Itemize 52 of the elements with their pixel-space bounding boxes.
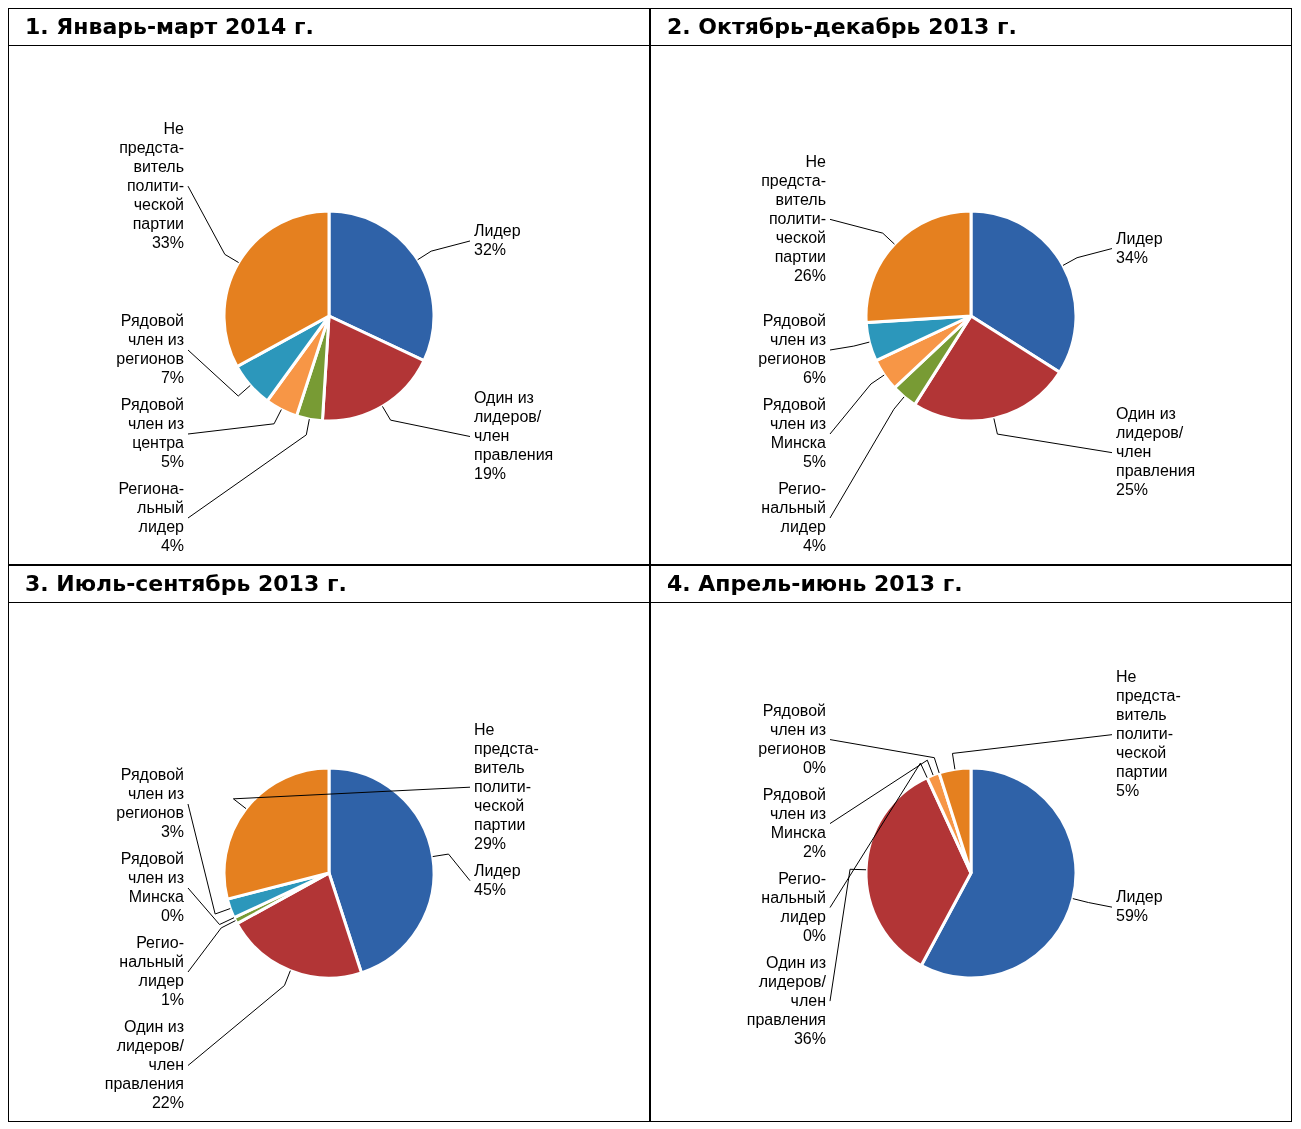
data-label: 29% [474, 834, 507, 852]
data-label: 32% [474, 240, 507, 258]
slice-label: Рядовой член из регионов [116, 766, 184, 821]
data-label: 3% [160, 823, 184, 840]
data-label: 1% [160, 991, 184, 1008]
slice-label: Рядовой член из регионов [116, 312, 184, 367]
slice-label: Один из лидеров/ член правления [104, 1018, 185, 1092]
slice-label: Рядовой член из регионов [758, 312, 826, 367]
slice-label: Рядовой член из Минска [762, 396, 827, 451]
text: 0% [802, 758, 826, 776]
slice-label: Не предста- витель полити- ческой партии [761, 152, 827, 265]
slice-label: Один из лидеров/ член правления [746, 953, 827, 1028]
chart-title: 4. Апрель-июнь 2013 г. [651, 566, 1291, 603]
data-label: 5% [802, 453, 826, 470]
slice-label: Регио- нальный лидер [119, 934, 185, 989]
data-label: 19% [474, 465, 507, 482]
data-label: 2% [802, 842, 826, 860]
category-label: Регио- нальный лидер [761, 869, 826, 925]
slice-label: Лидер [474, 861, 521, 879]
chart-title: 3. Июль-сентябрь 2013 г. [9, 566, 649, 603]
slice-label: Один из лидеров/ член правления [474, 389, 554, 463]
category-label: Рядовой член из Минска [120, 850, 184, 905]
chart-title: 1. Январь-март 2014 г. [9, 9, 649, 46]
slice-label: Рядовой член из Минска [762, 785, 827, 841]
chart-title: 2. Октябрь-декабрь 2013 г. [651, 9, 1291, 46]
data-label: 6% [802, 369, 826, 386]
slice-label: Не предста- витель полити- ческой партии [119, 119, 185, 232]
slice-label: Не предста- витель полити- ческой партии [1116, 668, 1181, 781]
slice-label: Лидер [1116, 888, 1163, 906]
data-label: 36% [793, 1029, 826, 1047]
data-label: 4% [160, 537, 184, 554]
slice-label: Лидер [474, 221, 521, 239]
slice-label: Рядовой член из центра [120, 396, 185, 451]
text: 0% [160, 907, 184, 924]
text: 0% [802, 926, 826, 944]
data-label: 22% [151, 1094, 184, 1111]
data-label: 5% [160, 453, 184, 470]
slice-label: Один из лидеров/ член правления [1116, 405, 1196, 480]
data-label: 26% [793, 266, 826, 284]
category-label: Рядовой член из регионов [758, 701, 826, 757]
data-label: 4% [802, 537, 826, 554]
data-label: 25% [1116, 481, 1149, 499]
data-label: 7% [160, 369, 184, 386]
slice-label: Региона- льный лидер [118, 480, 185, 535]
data-label: 45% [474, 880, 507, 898]
slice-label: Не предста- витель полити- ческой партии [474, 720, 539, 833]
data-label: 34% [1116, 248, 1149, 266]
data-label: 5% [1116, 782, 1140, 800]
slice-label: Регио- нальный лидер [761, 480, 827, 535]
slice-label: Лидер [1116, 229, 1163, 247]
data-label: 59% [1116, 907, 1149, 925]
data-label: 33% [151, 233, 184, 251]
